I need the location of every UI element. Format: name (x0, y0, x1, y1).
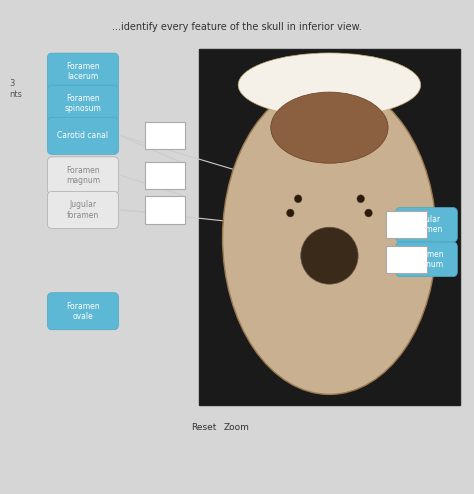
FancyBboxPatch shape (199, 49, 460, 405)
Ellipse shape (223, 82, 436, 394)
Circle shape (294, 195, 302, 203)
Circle shape (357, 195, 365, 203)
Text: Reset: Reset (191, 423, 217, 432)
FancyBboxPatch shape (396, 207, 457, 242)
Text: Foramen
ovale: Foramen ovale (66, 301, 100, 321)
FancyBboxPatch shape (145, 123, 185, 149)
FancyBboxPatch shape (386, 211, 427, 238)
FancyBboxPatch shape (47, 118, 118, 154)
Text: Zoom: Zoom (224, 423, 250, 432)
FancyBboxPatch shape (47, 85, 118, 123)
Text: 3
nts: 3 nts (9, 79, 22, 99)
Ellipse shape (271, 92, 388, 163)
FancyBboxPatch shape (47, 157, 118, 194)
Text: Foramen
lacerum: Foramen lacerum (66, 62, 100, 82)
FancyBboxPatch shape (145, 197, 185, 223)
Text: Foramen
spinosum: Foramen spinosum (64, 94, 101, 114)
Ellipse shape (238, 53, 421, 117)
FancyBboxPatch shape (47, 192, 118, 228)
Ellipse shape (301, 227, 358, 284)
Circle shape (287, 209, 294, 217)
FancyBboxPatch shape (386, 246, 427, 273)
FancyBboxPatch shape (47, 53, 118, 90)
Text: ...identify every feature of the skull in inferior view.: ...identify every feature of the skull i… (112, 22, 362, 32)
FancyBboxPatch shape (47, 292, 118, 330)
FancyBboxPatch shape (396, 242, 457, 277)
Text: Foramen
magnum: Foramen magnum (66, 165, 100, 185)
FancyBboxPatch shape (145, 162, 185, 189)
Circle shape (365, 209, 373, 217)
Text: Foramen
magnum: Foramen magnum (410, 249, 444, 269)
Text: Jugular
foramen: Jugular foramen (67, 200, 99, 220)
Text: Carotid canal: Carotid canal (57, 131, 109, 140)
Text: Jugular
foramen: Jugular foramen (410, 215, 443, 235)
